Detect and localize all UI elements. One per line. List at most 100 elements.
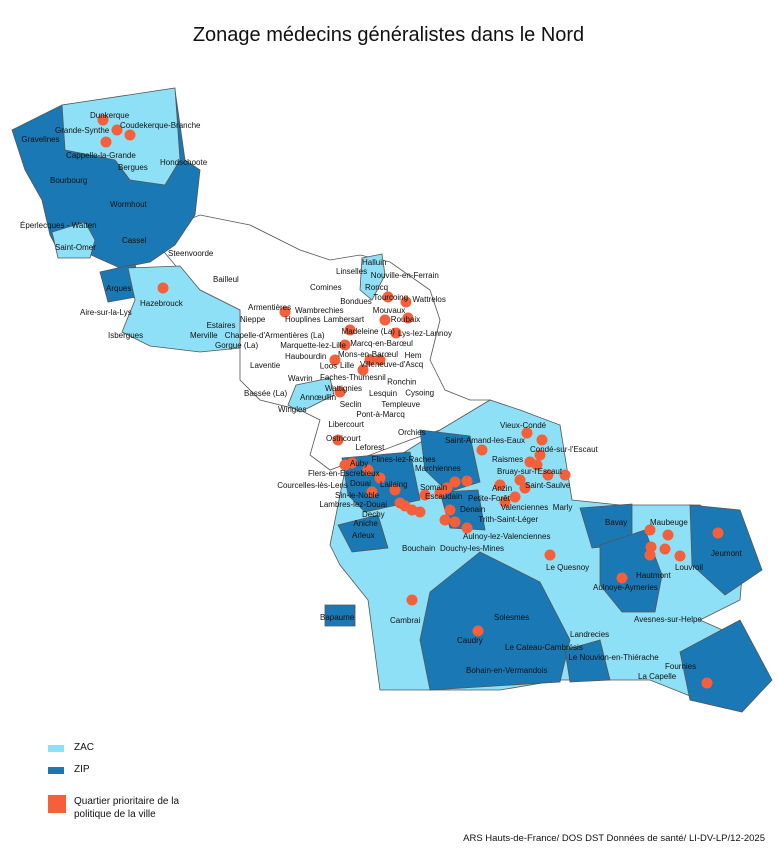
hazebrouck-zac (121, 265, 241, 353)
qpv-marker (344, 324, 356, 336)
qpv-marker (544, 549, 556, 561)
commune-label: Le Cateau-Cambrésis (505, 643, 583, 652)
commune-label: Houplines (285, 315, 321, 324)
qpv-marker (461, 522, 473, 534)
arleux-zip (337, 514, 389, 553)
commune-label: Wingles (278, 405, 306, 414)
commune-label: Douchy-les-Mines (440, 544, 504, 553)
commune-label: Vieux-Condé (500, 421, 547, 430)
commune-label: Annœullin (300, 393, 336, 402)
commune-label: Wattignies (325, 384, 362, 393)
commune-label: Bruay-sur-l'Escaut (497, 467, 563, 476)
commune-label: Linselles (336, 267, 367, 276)
commune-label: Libercourt (328, 420, 364, 429)
commune-label: Courcelles-lès-Lens (277, 481, 348, 490)
commune-label: Somain (420, 483, 447, 492)
commune-label: Haubourdin (285, 352, 326, 361)
qpv-marker (124, 129, 136, 141)
commune-label: Steenvoorde (168, 249, 214, 258)
commune-label: Madeleine (La) (342, 327, 396, 336)
commune-label: Pont-à-Marcq (356, 410, 404, 419)
qpv-marker (279, 306, 291, 318)
commune-label: Flines-lez-Raches (372, 455, 436, 464)
commune-label: Hazebrouck (140, 299, 184, 308)
commune-label: Hem (405, 351, 422, 360)
commune-label: Hautmont (636, 571, 671, 580)
commune-label: Cysoing (405, 388, 434, 397)
qpv-marker (332, 434, 344, 446)
qpv-marker (97, 114, 109, 126)
qpv-marker (519, 482, 531, 494)
qpv-marker (389, 484, 401, 496)
commune-label: Faches-Thumesnil (320, 373, 386, 382)
commune-label: Wambrechies (295, 306, 344, 315)
qpv-marker (449, 476, 461, 488)
qpv-marker (364, 354, 376, 366)
landrecies-zip (564, 639, 611, 683)
qpv-marker (334, 386, 346, 398)
qpv-marker (472, 625, 484, 637)
qpv-marker (157, 282, 169, 294)
commune-label: Éperlecques - Watten (20, 221, 97, 230)
commune-label: Chapelle-d'Armentières (La) (225, 331, 325, 340)
commune-label: Gravelines (21, 135, 59, 144)
commune-label: Lys-lez-Lannoy (398, 329, 452, 338)
commune-label: Saint-Amand-les-Eaux (445, 436, 525, 445)
commune-label: Auby (350, 459, 368, 468)
qpv-marker (509, 491, 521, 503)
commune-label: Grande-Synthe (55, 126, 110, 135)
commune-label: Cambrai (390, 616, 420, 625)
commune-label: Marcq-en-Barœul (350, 339, 413, 348)
commune-label: Mouvaux (373, 306, 405, 315)
commune-label: Nouville-en-Ferrain (371, 271, 439, 280)
qpv-marker (439, 514, 451, 526)
qpv-marker (531, 459, 543, 471)
commune-label: Armentières (248, 303, 291, 312)
commune-label: Bohain-en-Vermandois (466, 666, 547, 675)
commune-label: Isbergues (108, 331, 143, 340)
commune-label: Lambres-lez-Douai (319, 500, 387, 509)
commune-label: Douai (350, 479, 371, 488)
commune-label: Hondschoote (160, 158, 208, 167)
commune-label: Le Quesnoy (546, 563, 589, 572)
legend-zip-swatch (48, 767, 64, 774)
qpv-markers (97, 114, 724, 689)
commune-label: Louvroil (675, 563, 703, 572)
commune-label: Escaudain (425, 492, 462, 501)
commune-label: Condé-sur-l'Escaut (530, 445, 599, 454)
annoeullin-zac (287, 377, 335, 413)
commune-label: Anzin (492, 484, 512, 493)
commune-label: Maubeuge (650, 518, 688, 527)
commune-label: Wattrelos (412, 295, 446, 304)
qpv-marker (414, 506, 426, 518)
legend-zac-swatch (48, 745, 64, 752)
commune-labels: Dunkerque Grande-Synthe Coudekerque-Branch… (20, 111, 742, 681)
qpv-marker (712, 527, 724, 539)
qpv-marker (382, 291, 394, 303)
commune-label: Comines (310, 283, 342, 292)
commune-label: Leforest (355, 443, 385, 452)
qpv-marker (461, 475, 473, 487)
qpv-marker (701, 677, 713, 689)
commune-label: La Capelle (638, 672, 677, 681)
qpv-marker (111, 124, 123, 136)
qpv-marker (659, 543, 671, 555)
qpv-marker (406, 594, 418, 606)
qpv-marker (542, 469, 554, 481)
saint-omer-zac (51, 221, 96, 259)
commune-label: Dunkerque (90, 111, 130, 120)
commune-label: Saint-Omer (55, 243, 96, 252)
commune-label: Caudry (457, 636, 483, 645)
commune-label: Nieppe (240, 315, 266, 324)
legend-zac-label: ZAC (74, 742, 94, 753)
commune-label: Lambersart (324, 315, 365, 324)
qpv-marker (362, 464, 374, 476)
qpv-marker (346, 457, 358, 469)
commune-label: Sin-le-Noble (335, 491, 380, 500)
qpv-marker (499, 496, 511, 508)
qpv-marker (559, 469, 571, 481)
commune-label: Flers-en-Escrebieux (308, 469, 380, 478)
qpv-marker (400, 296, 412, 308)
commune-label: Valenciennes (501, 503, 548, 512)
qpv-marker (374, 472, 386, 484)
